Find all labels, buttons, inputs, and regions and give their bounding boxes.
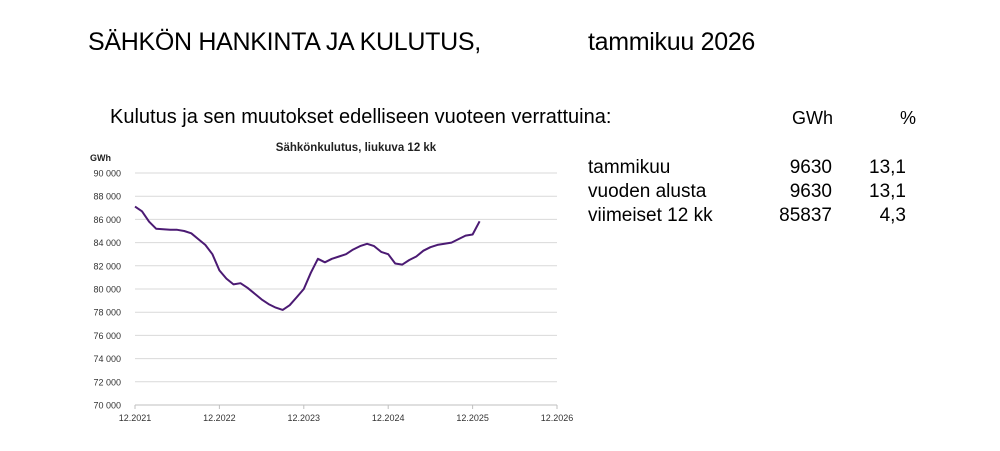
chart-title: Sähkönkulutus, liukuva 12 kk [276,142,437,154]
x-tick-label: 12.2025 [456,413,489,423]
page-title: SÄHKÖN HANKINTA JA KULUTUS, [88,28,481,56]
x-tick-label: 12.2024 [372,413,405,423]
consumption-line-chart: Sähkönkulutus, liukuva 12 kk GWh 70 000 72 … [90,142,574,423]
row-label: vuoden alusta [588,181,707,202]
y-tick-label: 90 000 [93,169,121,179]
row-label: viimeiset 12 kk [588,205,713,226]
y-tick-label: 80 000 [93,285,121,295]
row-gwh-value: 85837 [779,205,832,226]
x-tick-label: 12.2021 [119,413,152,423]
y-tick-label: 82 000 [93,261,121,271]
summary-row: tammikuu 9630 13,1 [588,156,928,180]
y-tick-label: 76 000 [93,331,121,341]
row-percent-value: 13,1 [869,157,906,178]
row-percent-value: 13,1 [869,181,906,202]
y-axis-unit-label: GWh [90,153,111,163]
y-tick-label: 74 000 [93,354,121,364]
summary-row: vuoden alusta 9630 13,1 [588,180,928,204]
x-tick-label: 12.2023 [288,413,321,423]
y-tick-label: 72 000 [93,377,121,387]
y-tick-label: 78 000 [93,308,121,318]
column-header-percent: % [900,108,917,128]
y-tick-label: 70 000 [93,401,121,411]
report-date: tammikuu 2026 [588,28,756,56]
y-tick-label: 88 000 [93,192,121,202]
column-header-gwh: GWh [792,108,834,128]
y-tick-label: 84 000 [93,238,121,248]
x-tick-label: 12.2026 [541,413,574,423]
row-gwh-value: 9630 [789,157,832,178]
row-label: tammikuu [588,157,671,178]
summary-table: tammikuu 9630 13,1 vuoden alusta 9630 13… [588,156,928,228]
summary-row: viimeiset 12 kk 85837 4,3 [588,204,928,228]
y-tick-label: 86 000 [93,215,121,225]
summary-heading: Kulutus ja sen muutokset edelliseen vuot… [110,106,612,128]
row-gwh-value: 9630 [789,181,832,202]
row-percent-value: 4,3 [879,205,906,226]
x-tick-label: 12.2022 [203,413,236,423]
series-line [134,205,481,311]
